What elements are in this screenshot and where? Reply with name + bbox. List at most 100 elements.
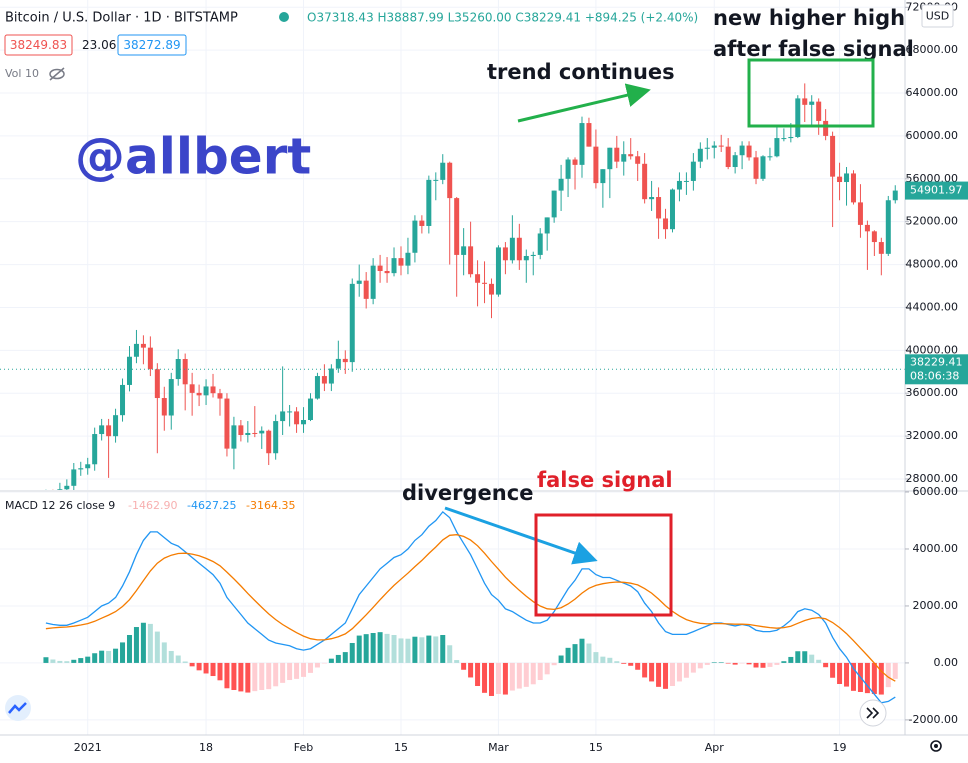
candle-body [217, 393, 223, 399]
ask-price: 38272.89 [123, 38, 180, 52]
candle-body [349, 283, 355, 363]
series-line [45, 534, 896, 682]
candle-body [140, 343, 146, 348]
candle-body [809, 101, 815, 105]
histogram-bar [482, 662, 488, 693]
histogram-bar [182, 661, 188, 663]
candle-body [621, 154, 627, 162]
annotation-text: after false signal [713, 37, 914, 61]
histogram-bar [537, 662, 543, 681]
histogram-bar [273, 662, 279, 687]
histogram-bar [502, 662, 508, 695]
candle-body [642, 163, 648, 200]
candle-body [844, 173, 850, 183]
histogram-bar [864, 662, 870, 694]
candle-body [161, 398, 167, 416]
x-tick-label: 18 [199, 741, 213, 754]
histogram-bar [760, 662, 766, 668]
histogram-bar [238, 662, 244, 692]
annotation-arrow [517, 83, 651, 123]
histogram-bar [433, 636, 439, 663]
histogram-bar [252, 662, 258, 692]
ask-box[interactable] [117, 34, 187, 56]
candle-body [196, 392, 202, 396]
histogram-bar [99, 650, 105, 663]
candle-body [878, 242, 884, 254]
histogram-bar [133, 627, 139, 663]
histogram-bar [683, 662, 689, 678]
histogram-bar [614, 661, 620, 663]
histogram-bar [690, 662, 696, 673]
histogram-bar [663, 662, 669, 689]
candle-body [231, 425, 237, 449]
annotation-text: false signal [537, 468, 673, 492]
histogram-bar [732, 662, 738, 665]
candle-body [307, 398, 313, 420]
currency-box[interactable] [921, 4, 954, 28]
y-tick-label: 36000.00 [906, 386, 959, 399]
candle-body [433, 179, 439, 181]
candle-body [461, 246, 467, 255]
candle-body [419, 220, 425, 226]
histogram-bar [335, 654, 341, 663]
candle-body [154, 369, 160, 399]
histogram-bar [878, 662, 884, 695]
candle-body [523, 255, 529, 261]
y-tick-label: 52000.00 [906, 215, 959, 228]
histogram-bar [328, 658, 334, 663]
y-tick-label: 68000.00 [906, 43, 959, 56]
candle-body [537, 233, 543, 255]
candle-body [203, 386, 209, 396]
histogram-bar [656, 662, 662, 687]
x-tick-label: Apr [705, 741, 725, 754]
candle-body [495, 247, 501, 295]
histogram-bar [642, 662, 648, 678]
candle-body [795, 98, 801, 137]
settings-button[interactable] [930, 740, 942, 752]
annotation-text: trend continues [487, 60, 675, 84]
candle-body [857, 202, 863, 225]
candle-body [635, 156, 641, 164]
logo[interactable] [5, 695, 31, 721]
histogram-bar [788, 656, 794, 663]
candle-body [405, 252, 411, 266]
histogram-bar [349, 642, 355, 663]
candle-body [85, 464, 91, 469]
y-tick-label: 44000.00 [906, 300, 959, 313]
candle-body [572, 159, 578, 165]
eye-icon[interactable] [49, 67, 65, 81]
histogram-bar [71, 659, 77, 663]
candle-body [516, 237, 522, 261]
candle-body [189, 384, 195, 393]
histogram-bar [231, 662, 237, 690]
histogram-bar [725, 662, 731, 664]
histogram-bar [419, 637, 425, 663]
histogram-bar [892, 662, 898, 679]
histogram-bar [189, 662, 195, 667]
candle-body [482, 282, 488, 284]
histogram-bar [384, 633, 390, 663]
bid-box[interactable] [4, 34, 73, 56]
y-tick-label: 6000.00 [913, 485, 959, 498]
scroll-button[interactable] [859, 699, 887, 727]
histogram-bar [398, 638, 404, 663]
y-tick-label: 60000.00 [906, 129, 959, 142]
candle-body [370, 265, 376, 299]
histogram-bar [523, 662, 529, 687]
candle-body [802, 98, 808, 105]
histogram-bar [224, 662, 230, 689]
histogram-bar [140, 622, 146, 663]
candle-body [739, 145, 745, 156]
histogram-bar [280, 662, 286, 683]
candle-body [676, 180, 682, 190]
candle-body [669, 189, 675, 230]
candle-body [732, 155, 738, 168]
market-status [279, 12, 289, 22]
candle-body [224, 398, 230, 449]
histogram-bar [92, 653, 98, 663]
candle-body [683, 180, 689, 182]
candle-body [850, 173, 856, 203]
candle-body [280, 411, 286, 422]
candle-body [106, 425, 112, 437]
